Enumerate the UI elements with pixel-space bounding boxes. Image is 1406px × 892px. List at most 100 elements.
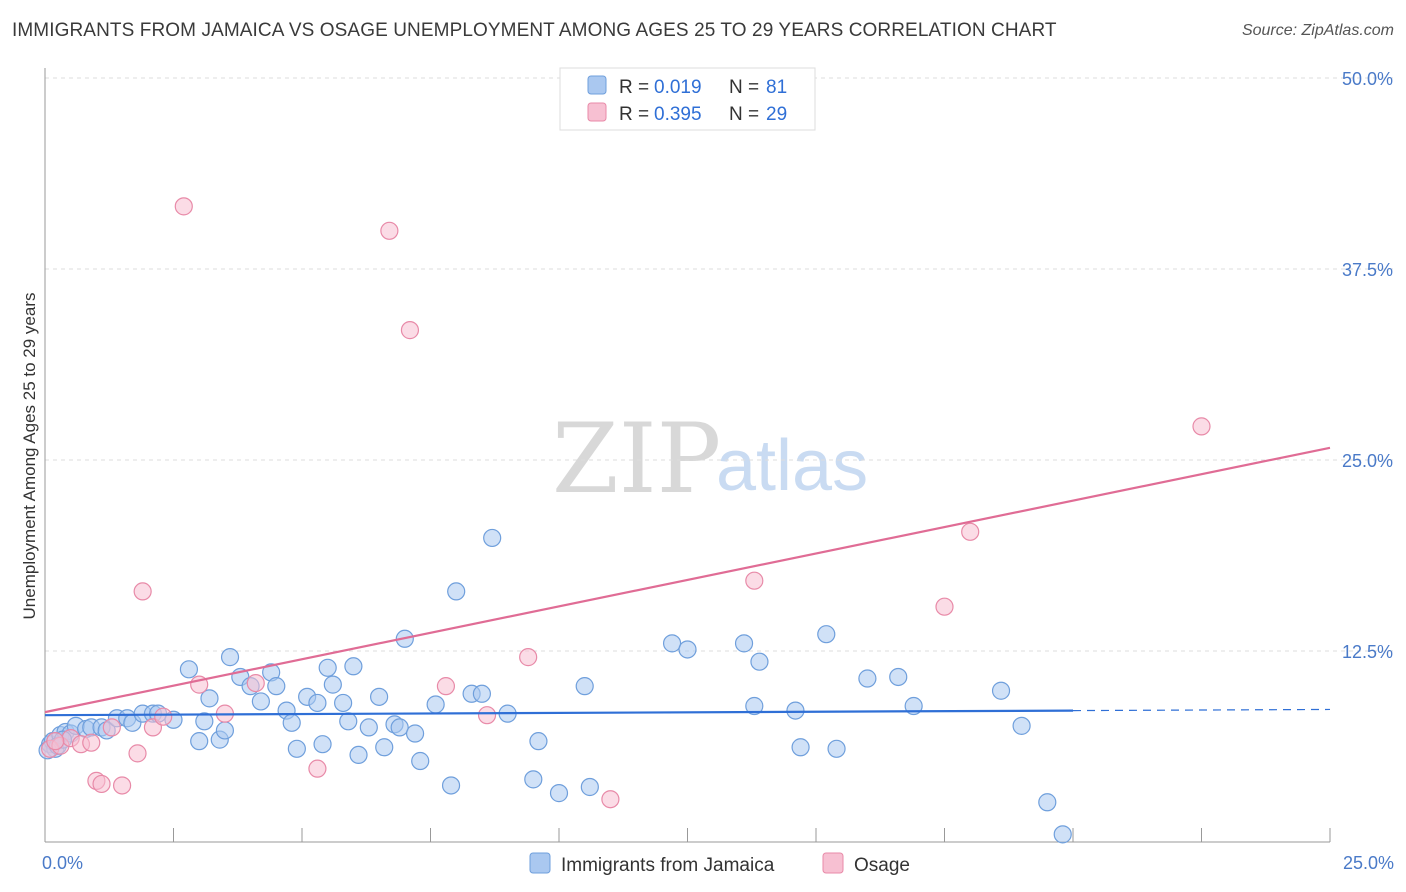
point-jamaica	[344, 657, 363, 676]
point-jamaica	[889, 667, 908, 687]
point-osage	[154, 707, 173, 726]
point-osage	[400, 321, 420, 340]
point-jamaica	[678, 640, 697, 659]
point-jamaica	[991, 681, 1011, 700]
point-jamaica	[745, 696, 764, 716]
point-jamaica	[179, 660, 199, 679]
point-osage	[102, 718, 121, 737]
point-jamaica	[411, 751, 430, 771]
point-jamaica	[349, 745, 368, 765]
point-osage	[601, 790, 620, 809]
trend-line-jamaica	[44, 709, 1074, 717]
point-jamaica	[817, 625, 836, 644]
legend: R = 0.019 N = 81 R = 0.395 N = 29	[559, 67, 816, 131]
point-jamaica	[447, 582, 466, 601]
point-osage	[745, 571, 764, 590]
point-jamaica	[1038, 793, 1057, 812]
point-jamaica	[339, 712, 358, 731]
point-osage	[246, 673, 265, 693]
point-jamaica	[858, 669, 877, 688]
point-jamaica	[215, 721, 234, 740]
point-jamaica	[287, 739, 306, 758]
point-jamaica	[308, 693, 327, 713]
point-osage	[174, 197, 193, 216]
y-tick-label: 37.5%	[1342, 260, 1393, 280]
point-jamaica	[580, 777, 599, 797]
point-osage	[961, 522, 980, 541]
point-jamaica	[318, 658, 337, 677]
point-osage	[380, 221, 399, 240]
y-axis-label: Unemployment Among Ages 25 to 29 years	[20, 293, 39, 620]
point-jamaica	[791, 738, 810, 757]
bottom-legend-swatch-pink	[822, 852, 844, 874]
legend-r-value-1: 0.395	[654, 104, 702, 125]
point-jamaica	[390, 718, 409, 737]
point-jamaica	[220, 648, 240, 667]
point-jamaica	[734, 634, 754, 653]
y-tick-label: 12.5%	[1342, 642, 1393, 662]
point-osage	[436, 677, 456, 696]
legend-r-label-0: R =	[619, 77, 649, 98]
point-jamaica	[251, 692, 270, 711]
point-jamaica	[441, 776, 461, 795]
point-jamaica	[662, 634, 682, 653]
point-jamaica	[267, 677, 286, 696]
point-jamaica	[190, 732, 209, 751]
bottom-legend: Immigrants from Jamaica Osage	[529, 852, 910, 876]
legend-swatch-blue	[587, 75, 607, 95]
bottom-legend-swatch-blue	[529, 852, 551, 874]
trend-line-extension	[1072, 708, 1331, 712]
point-jamaica	[370, 687, 389, 706]
legend-r-value-0: 0.019	[654, 77, 702, 98]
point-osage	[477, 706, 497, 725]
point-jamaica	[483, 528, 502, 548]
point-osage	[519, 648, 538, 667]
point-jamaica	[1053, 825, 1072, 844]
gridlines	[45, 77, 1394, 652]
point-jamaica	[549, 784, 569, 803]
point-jamaica	[786, 701, 805, 720]
legend-n-value-0: 81	[766, 77, 787, 98]
point-osage	[133, 582, 152, 601]
x-tick-label-min: 0.0%	[42, 853, 83, 873]
point-osage	[82, 733, 101, 752]
point-jamaica	[200, 689, 219, 708]
legend-n-label-0: N =	[729, 77, 759, 98]
point-osage	[128, 744, 147, 763]
x-tick-label-max: 25.0%	[1343, 853, 1394, 873]
point-jamaica	[313, 735, 332, 754]
point-osage	[935, 597, 954, 616]
bottom-legend-label-jamaica: Immigrants from Jamaica	[561, 855, 775, 876]
y-tick-label: 25.0%	[1342, 451, 1393, 471]
point-jamaica	[750, 652, 769, 671]
point-osage	[308, 759, 327, 778]
point-jamaica	[827, 739, 846, 758]
chart-title: IMMIGRANTS FROM JAMAICA VS OSAGE UNEMPLO…	[12, 20, 1057, 41]
point-jamaica	[195, 712, 214, 731]
point-jamaica	[405, 724, 425, 743]
source-credit: Source: ZipAtlas.com	[1241, 22, 1394, 39]
legend-r-label-1: R =	[619, 104, 649, 125]
point-jamaica	[334, 693, 353, 713]
point-jamaica	[529, 732, 548, 751]
point-jamaica	[359, 718, 378, 737]
watermark-atlas: atlas	[716, 426, 868, 506]
watermark-zip: ZIP	[552, 403, 721, 515]
point-jamaica	[375, 738, 394, 757]
point-jamaica	[472, 684, 491, 703]
point-osage	[92, 774, 111, 794]
point-osage	[1192, 417, 1211, 436]
point-osage	[46, 732, 65, 751]
point-jamaica	[1012, 716, 1031, 735]
trend-lines	[44, 446, 1331, 717]
y-tick-label: 50.0%	[1342, 69, 1393, 89]
legend-n-value-1: 29	[766, 104, 787, 125]
trend-line-osage	[44, 446, 1331, 714]
legend-n-label-1: N =	[729, 104, 759, 125]
point-osage	[112, 776, 132, 795]
point-jamaica	[524, 770, 543, 789]
legend-swatch-pink	[587, 102, 607, 122]
point-jamaica	[575, 677, 594, 696]
x-ticks	[173, 828, 1331, 842]
